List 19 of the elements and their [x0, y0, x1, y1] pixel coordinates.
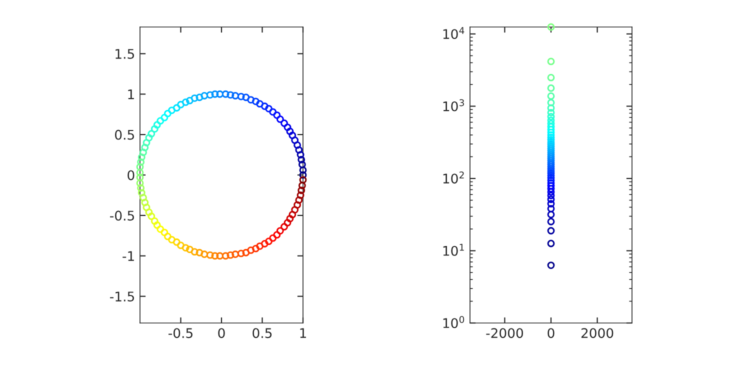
- y-tick-label: -1.5: [110, 292, 134, 302]
- y-tick-label: 1: [128, 90, 134, 100]
- x-tick-label: 1: [300, 328, 306, 338]
- x-tick-label: 0: [218, 328, 225, 338]
- x-tick-label: -2000: [486, 328, 524, 338]
- y-tick-label: 0.5: [115, 130, 134, 140]
- y-tick-label: 10$^{1}$: [443, 244, 464, 256]
- y-tick-label: 10$^{2}$: [443, 171, 464, 184]
- y-tick-label: 10$^{3}$: [443, 99, 464, 112]
- y-tick-label: 0: [128, 170, 134, 180]
- x-tick-label: 2000: [581, 328, 614, 338]
- y-tick-label: -1: [122, 251, 134, 261]
- x-tick-label: 0: [548, 328, 554, 338]
- y-tick-label: -0.5: [110, 210, 134, 221]
- y-tick-label: 10$^{0}$: [443, 316, 464, 328]
- y-tick-label: 10$^{4}$: [443, 27, 464, 40]
- x-tick-label: 0.5: [252, 328, 272, 338]
- y-tick-label: 1.5: [116, 49, 134, 59]
- x-tick-label: -0.5: [168, 328, 192, 338]
